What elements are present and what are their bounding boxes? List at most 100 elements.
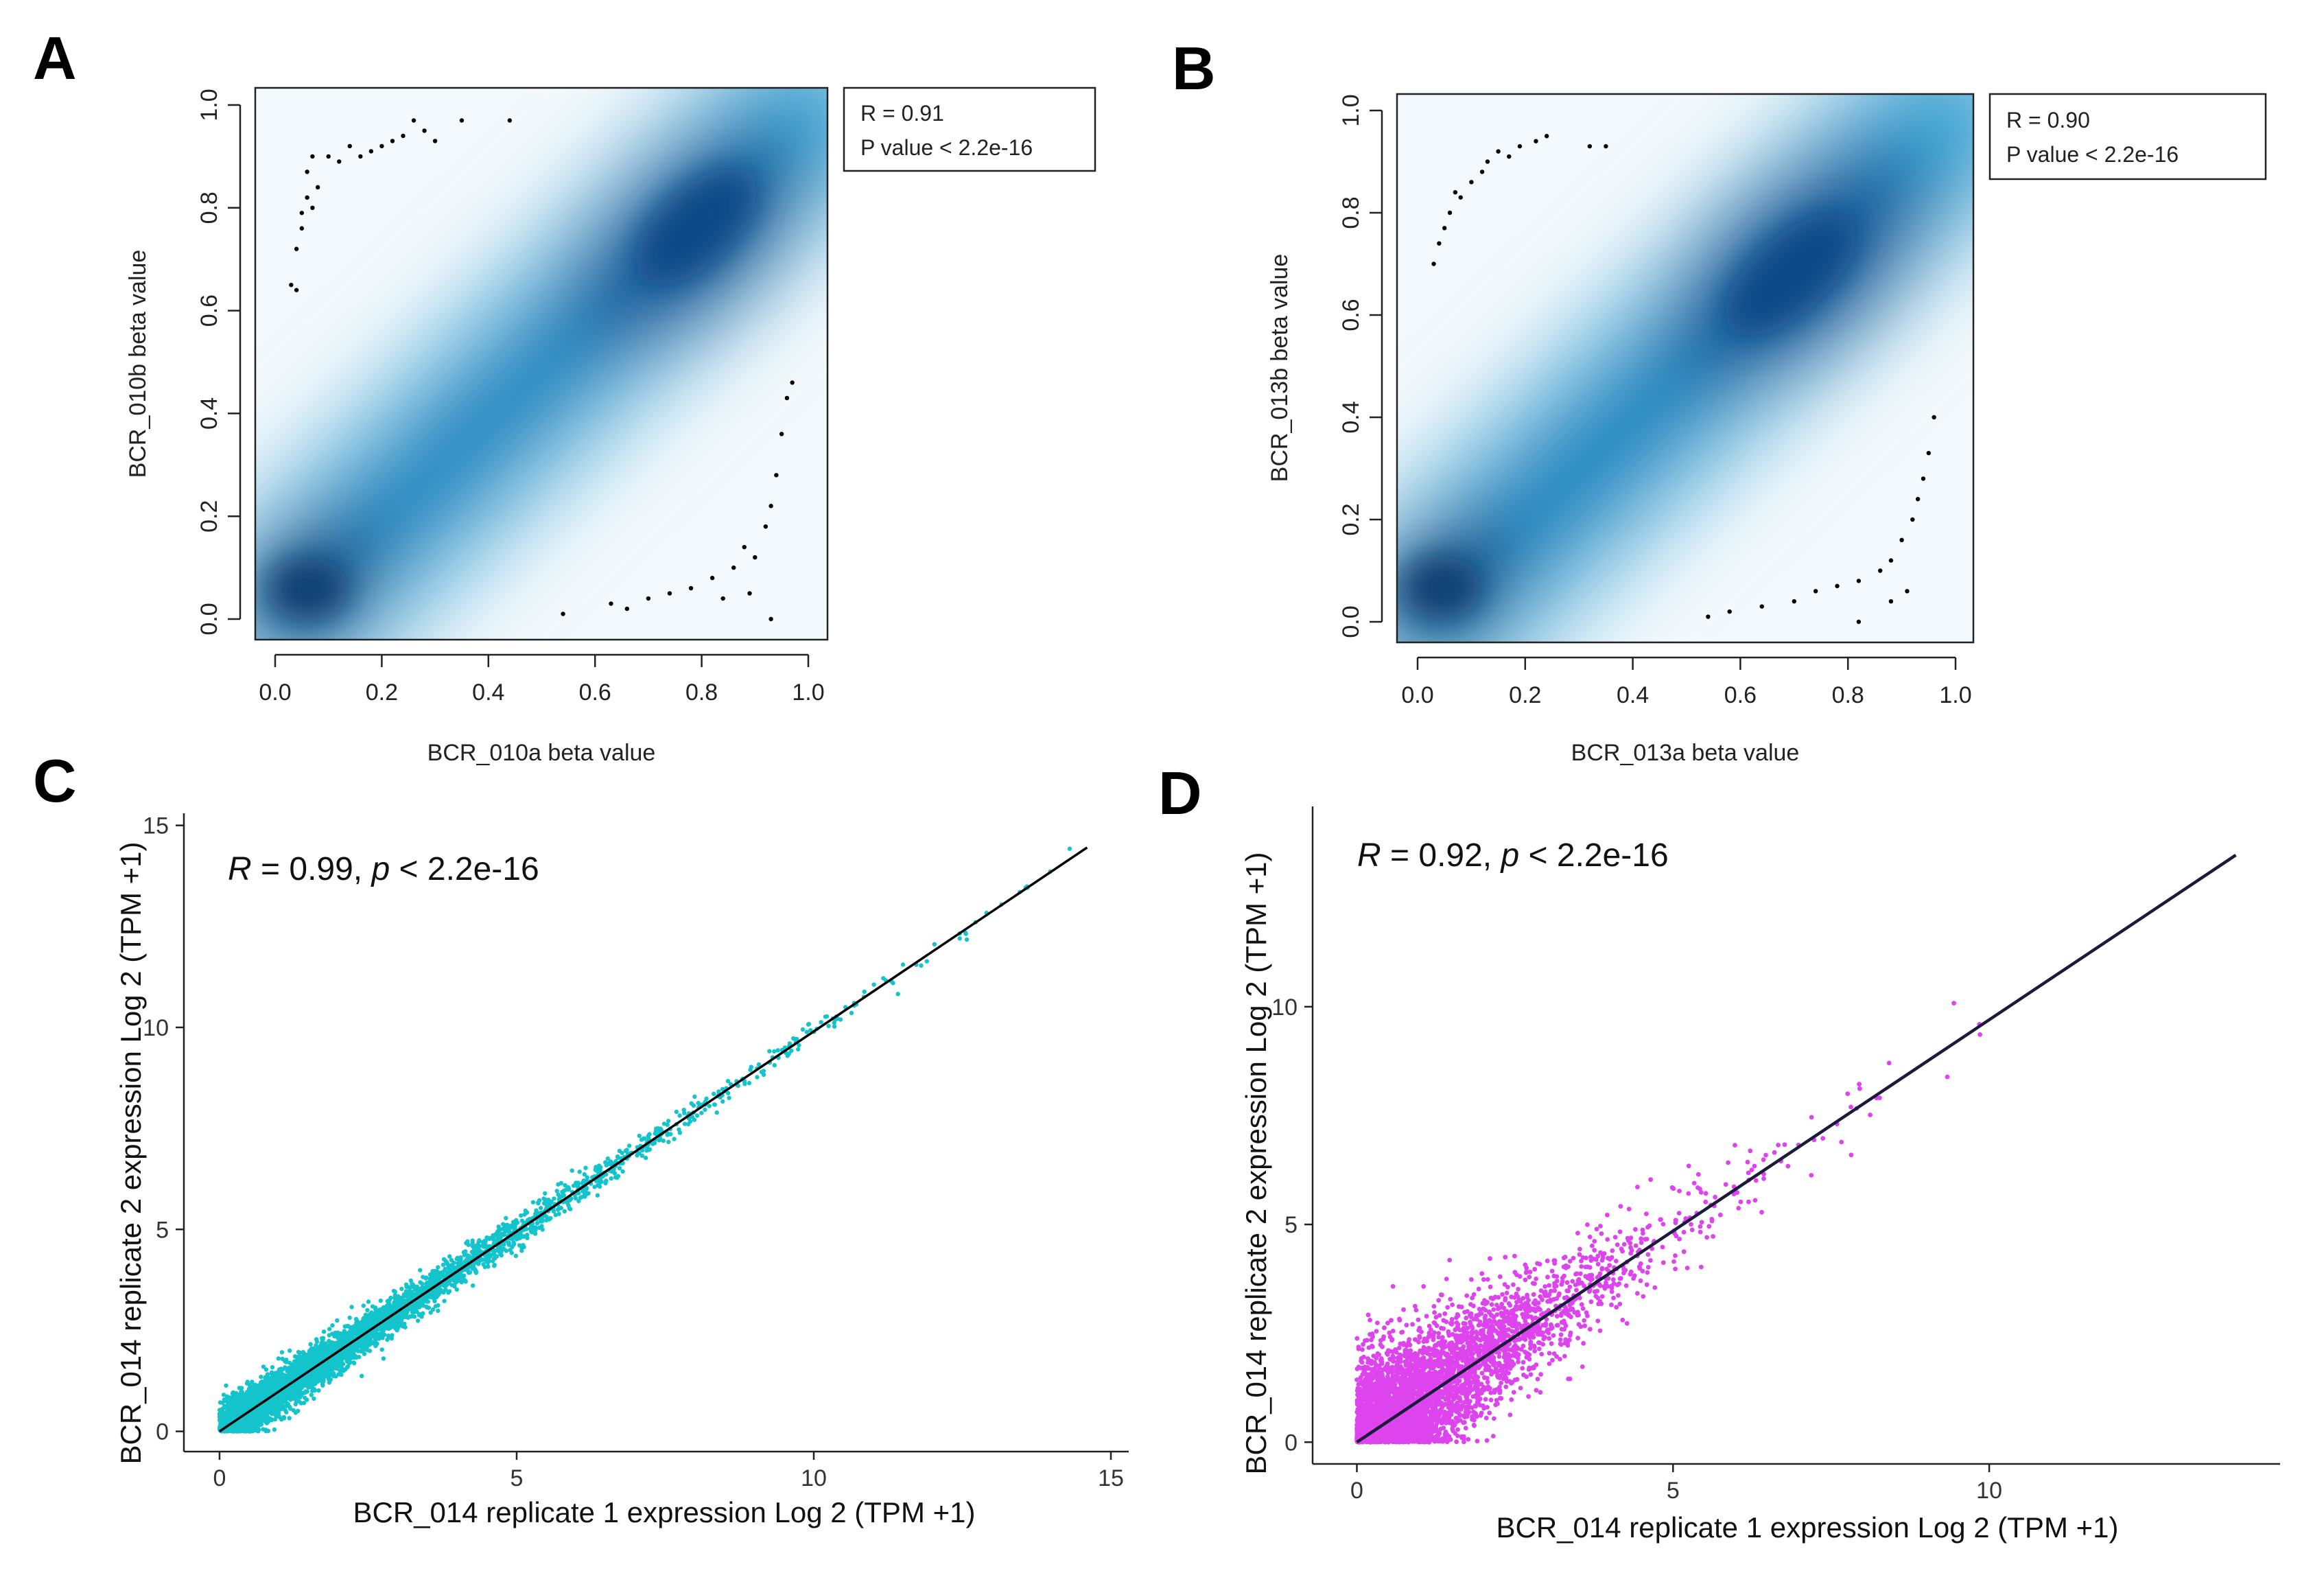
panel-b-y-axis: 0.00.20.40.60.81.0: [1338, 94, 1382, 638]
panel-c-scatter-point: [228, 1395, 233, 1399]
panel-c-scatter-point: [585, 1191, 589, 1196]
panel-c-scatter-point: [309, 1393, 314, 1397]
panel-c-scatter-point: [555, 1189, 559, 1193]
panel-c-scatter-point: [699, 1110, 703, 1115]
panel-a-outlier-point: [412, 118, 416, 122]
panel-b-outlier-point: [1910, 517, 1914, 522]
panel-c-scatter-point: [360, 1324, 364, 1328]
panel-c-scatter-point: [360, 1374, 364, 1378]
panel-c-scatter-point: [289, 1369, 293, 1373]
panel-c-scatter-point: [583, 1166, 587, 1170]
panel-b-outlier-point: [1437, 242, 1441, 246]
panel-c-scatter-point: [476, 1250, 480, 1255]
panel-c-scatter-point: [932, 942, 937, 946]
panel-c-scatter-point: [316, 1388, 320, 1393]
panel-c-scatter-point: [277, 1356, 281, 1360]
panel-c-scatter-point: [220, 1407, 224, 1411]
panel-a-y-tick-label: 1.0: [196, 89, 222, 121]
panel-c-scatter-point: [624, 1148, 629, 1152]
panel-c-scatter-point: [294, 1402, 298, 1406]
panel-c-scatter-point: [269, 1411, 273, 1415]
panel-c-scatter-point: [455, 1288, 459, 1292]
panel-a-x-tick-label: 0.2: [366, 679, 398, 706]
panel-c-scatter-point: [604, 1178, 608, 1183]
panel-a-outlier-point: [300, 211, 304, 215]
panel-c-scatter-point: [767, 1049, 771, 1053]
panel-c-scatter-point: [441, 1263, 445, 1267]
panel-c-scatter-point: [220, 1401, 224, 1405]
panel-c-scatter-point: [294, 1389, 298, 1393]
panel-c-scatter-point: [327, 1333, 331, 1337]
panel-c-scatter-point: [776, 1048, 780, 1052]
panel-a-outlier-point: [668, 591, 672, 595]
panel-a-x-tick-label: 0.8: [685, 679, 718, 706]
panel-a-y-tick-label: 0.0: [196, 603, 222, 635]
panel-c-scatter-point: [552, 1209, 556, 1213]
panel-c-scatter-point: [644, 1156, 648, 1160]
panel-c-scatter-point: [418, 1280, 422, 1284]
panel-c-scatter-point: [958, 936, 962, 940]
panel-c-scatter-point: [294, 1359, 298, 1363]
panel-b-outlier-point: [1814, 589, 1818, 593]
panel-c-scatter-point: [320, 1341, 324, 1345]
panel-c-scatter-point: [300, 1390, 304, 1395]
panel-c-scatter-point: [627, 1143, 631, 1148]
panel-b-outlier-point: [1486, 159, 1490, 163]
panel-b-outlier-point: [1706, 614, 1710, 618]
panel-c-scatter-point: [603, 1160, 607, 1164]
panel-c-scatter-point: [715, 1110, 719, 1115]
panel-a-x-tick-label: 0.6: [579, 679, 611, 706]
panel-c-scatter-point: [819, 1020, 823, 1024]
panel-a-outlier-point: [790, 380, 794, 384]
panel-c-scatter-point: [269, 1418, 273, 1422]
panel-b-outlier-point: [1889, 558, 1893, 562]
panel-a-y-tick-label: 0.8: [196, 191, 222, 224]
panel-a-y-tick-label: 0.6: [196, 294, 222, 327]
panel-c-scatter-point: [322, 1329, 326, 1334]
panel-c-scatter-point: [436, 1309, 440, 1313]
panel-c-scatter-point: [431, 1292, 435, 1296]
panel-a-outlier-point: [289, 283, 293, 287]
panel-label-c: C: [33, 747, 77, 815]
panel-c-scatter-point: [387, 1334, 391, 1338]
panel-c-scatter-point: [346, 1360, 350, 1364]
panel-c-scatter-point: [271, 1381, 275, 1385]
panel-c-scatter-point: [562, 1189, 566, 1193]
panel-c-scatter-point: [963, 931, 967, 935]
panel-a-outlier-point: [561, 612, 565, 616]
panel-c-scatter-point: [531, 1200, 535, 1205]
panel-c-scatter-point: [372, 1319, 376, 1323]
panel-c-scatter-point: [410, 1305, 414, 1309]
panel-c-scatter-point: [252, 1383, 256, 1387]
panel-c-scatter-point: [692, 1104, 696, 1108]
panel-c-scatter-point: [411, 1283, 415, 1287]
panel-c-scatter-point: [823, 1014, 828, 1019]
panel-b-outlier-point: [1604, 144, 1608, 148]
panel-c-scatter-point: [473, 1268, 477, 1272]
panel-c-scatter-point: [692, 1095, 696, 1099]
panel-c-scatter-point: [539, 1206, 543, 1210]
panel-c-scatter-point: [578, 1169, 582, 1174]
panel-c-scatter-point: [674, 1110, 679, 1114]
panel-c-scatter-point: [282, 1415, 286, 1419]
panel-b-outlier-point: [1835, 584, 1839, 588]
panel-a-outlier-point: [747, 591, 751, 595]
panel-c-scatter-point: [703, 1108, 707, 1112]
panel-b-outlier-point: [1792, 599, 1796, 603]
panel-b-outlier-point: [1728, 609, 1732, 614]
panel-b-outlier-point: [1431, 261, 1435, 266]
panel-c-scatter-point: [567, 1207, 572, 1211]
panel-c-scatter-point: [386, 1303, 390, 1307]
panel-a-outlier-point: [625, 607, 629, 611]
panel-c-scatter-point: [881, 976, 885, 980]
panel-c-scatter-point: [596, 1194, 600, 1198]
panel-a-outlier-point: [720, 596, 725, 601]
panel-c-scatter-point: [396, 1326, 400, 1330]
panel-c-scatter-point: [245, 1382, 249, 1386]
panel-c-scatter-point: [224, 1384, 228, 1388]
panel-b-outlier-point: [1905, 589, 1909, 593]
panel-c-scatter-point: [365, 1348, 369, 1352]
